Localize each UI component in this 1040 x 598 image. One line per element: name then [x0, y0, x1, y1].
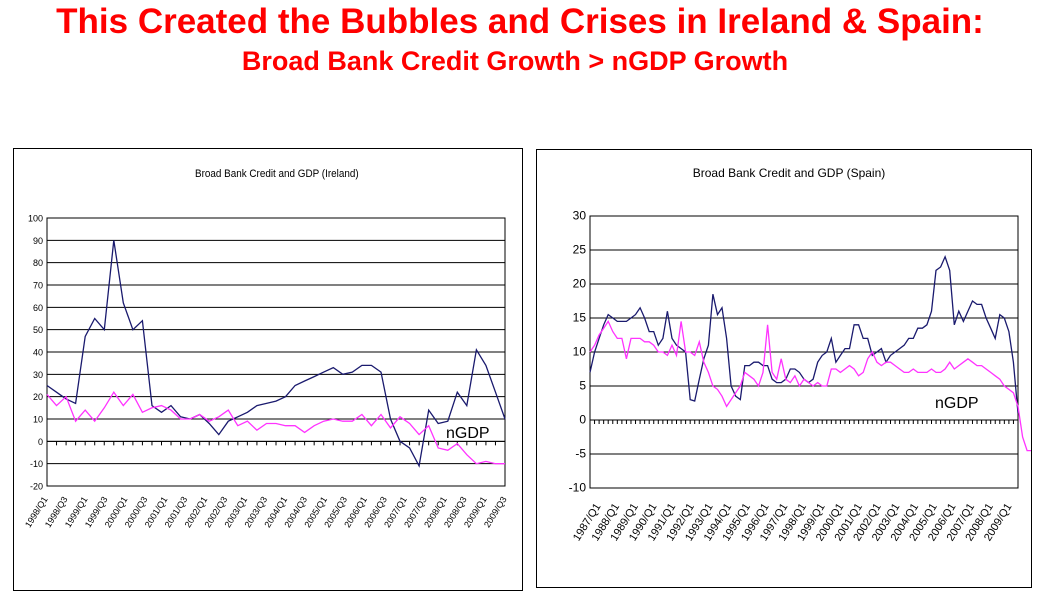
credit-series-line — [589, 255, 1019, 414]
y-tick-label: 0 — [38, 437, 43, 447]
y-tick-label: -20 — [30, 482, 43, 492]
y-tick-label: 25 — [573, 243, 587, 257]
page-subtitle: Broad Bank Credit Growth > nGDP Growth — [241, 46, 789, 76]
plot-area — [46, 217, 506, 487]
y-tick-label: 70 — [33, 281, 43, 291]
y-tick-label: 10 — [573, 345, 587, 359]
y-tick-label: 10 — [33, 415, 43, 425]
y-tick-label: 30 — [573, 209, 587, 223]
y-tick-label: 5 — [579, 379, 586, 393]
y-tick-label: 50 — [33, 325, 43, 335]
chart-title: Broad Bank Credit and GDP (Ireland) — [195, 169, 359, 181]
y-tick-label: 60 — [33, 303, 43, 313]
y-tick-label: -10 — [30, 459, 43, 469]
y-tick-label: 90 — [33, 236, 43, 246]
ireland-chart: Broad Bank Credit and GDP (Ireland) -20 -… — [23, 169, 509, 530]
y-tick-label: 30 — [33, 370, 43, 380]
y-tick-label: 0 — [579, 413, 586, 427]
ngdp-annotation: nGDP — [935, 395, 979, 412]
y-tick-label: 20 — [33, 392, 43, 402]
spain-chart: Broad Bank Credit and GDP (Spain) -10 -5 0… — [569, 166, 1037, 543]
y-tick-label: 20 — [573, 277, 587, 291]
page-title: This Created the Bubbles and Crises in I… — [56, 2, 984, 41]
y-tick-label: -5 — [575, 447, 586, 461]
ngdp-series-line — [589, 320, 1037, 452]
ngdp-annotation: nGDP — [446, 425, 490, 442]
chart-title: Broad Bank Credit and GDP (Spain) — [693, 166, 886, 180]
y-tick-label: 100 — [28, 214, 43, 224]
ngdp-series-line — [46, 391, 505, 465]
y-tick-label: 15 — [573, 311, 587, 325]
chart-panel-spain: Broad Bank Credit and GDP (Spain) -10 -5 0… — [536, 149, 1037, 588]
chart-panel-ireland: Broad Bank Credit and GDP (Ireland) -20 -… — [13, 148, 523, 591]
y-tick-label: 80 — [33, 258, 43, 268]
y-tick-label: -10 — [569, 481, 587, 495]
y-tick-label: 40 — [33, 348, 43, 358]
credit-series-line — [46, 240, 506, 468]
